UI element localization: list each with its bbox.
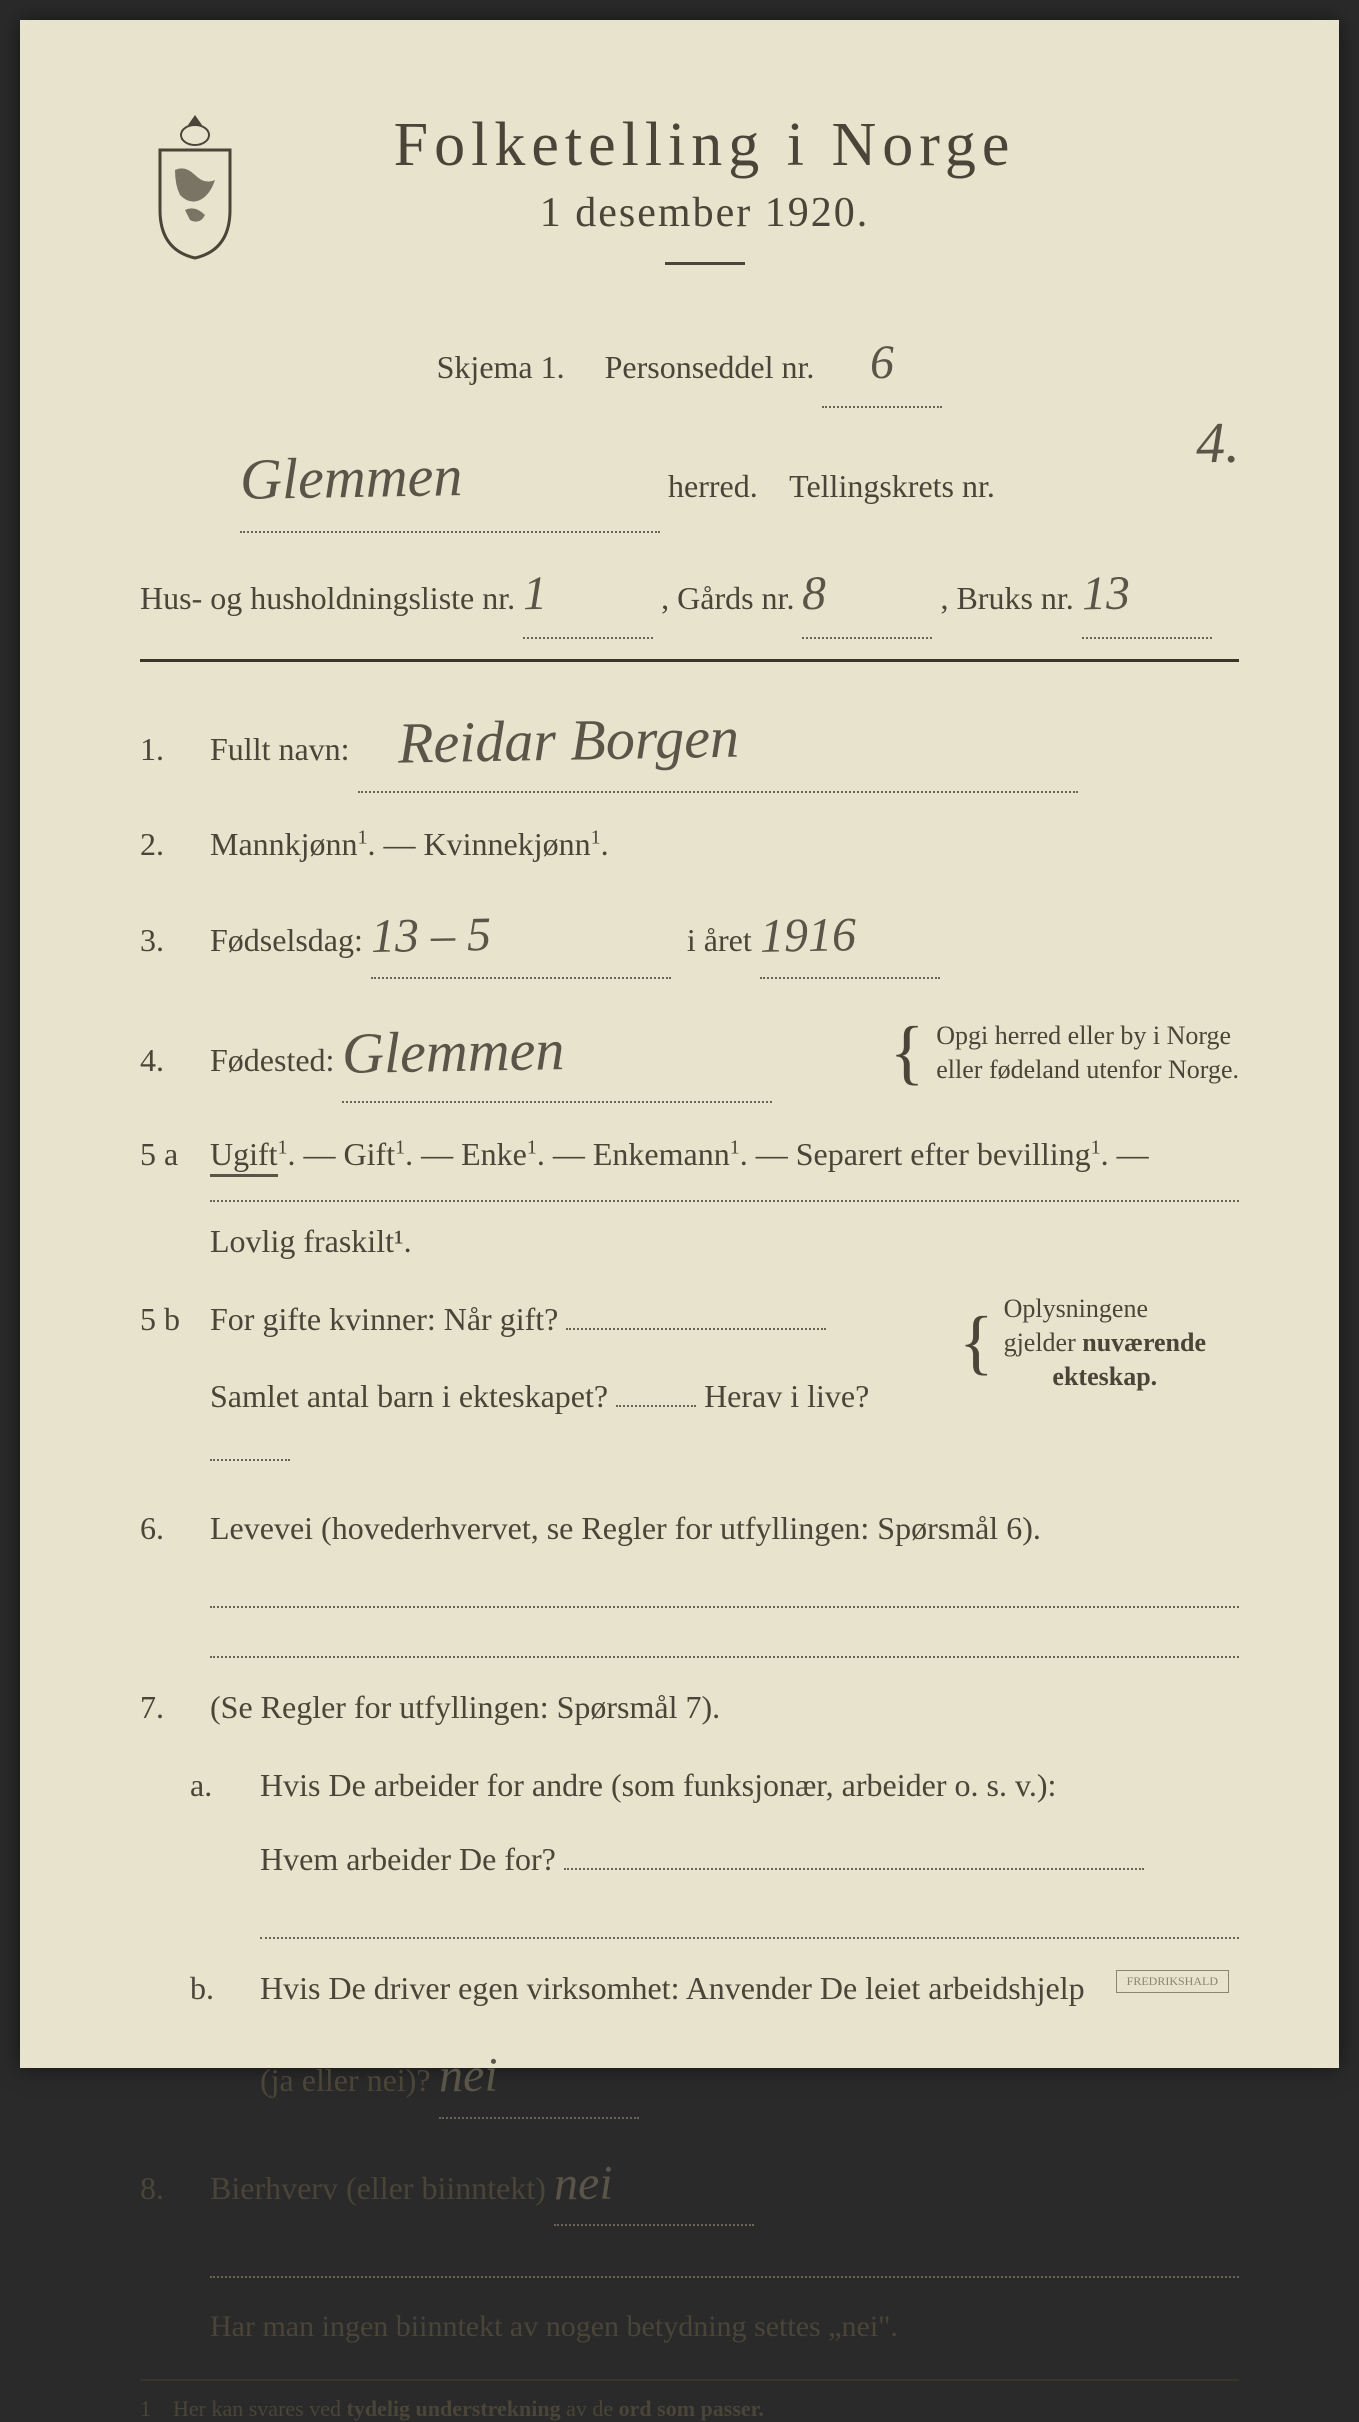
q3-day: 13 – 5 xyxy=(370,894,491,978)
q7-row: 7. (Se Regler for utfyllingen: Spørsmål … xyxy=(140,1680,1239,1734)
q1-label: Fullt navn: xyxy=(210,731,350,767)
hus-nr: 1 xyxy=(522,551,548,638)
hus-label: Hus- og husholdningsliste nr. xyxy=(140,580,515,616)
q7a-text2: Hvem arbeider De for? xyxy=(260,1841,556,1877)
q5b-note3: ekteskap. xyxy=(1052,1362,1157,1391)
q1-value: Reidar Borgen xyxy=(357,689,740,794)
q2-num: 2. xyxy=(140,817,210,871)
q7b-row: b. Hvis De driver egen virksomhet: Anven… xyxy=(140,1961,1239,2119)
q3-year-label: i året xyxy=(687,922,752,958)
q5b-note1: Oplysningene xyxy=(1004,1292,1206,1326)
q5b-line1: For gifte kvinner: Når gift? xyxy=(210,1301,558,1337)
q7a-blank xyxy=(260,1911,1239,1939)
q6-row: 6. Levevei (hovederhvervet, se Regler fo… xyxy=(140,1501,1239,1555)
q8-value: nei xyxy=(553,2142,613,2225)
q5b-line2b: Herav i live? xyxy=(704,1378,869,1414)
header: Folketelling i Norge 1 desember 1920. xyxy=(140,110,1239,300)
footnote: 1 Her kan svares ved tydelig understrekn… xyxy=(140,2396,1239,2422)
herred-label: herred. xyxy=(668,468,758,504)
q6-blank-2 xyxy=(210,1630,1239,1658)
q8-num: 8. xyxy=(140,2161,210,2215)
q1-num: 1. xyxy=(140,722,210,776)
main-title: Folketelling i Norge xyxy=(290,110,1119,181)
q7b-text1: Hvis De driver egen virksomhet: Anvender… xyxy=(260,1961,1239,2015)
q8-label: Bierhverv (eller biinntekt) xyxy=(210,2170,546,2206)
q5a-line2: Lovlig fraskilt¹. xyxy=(210,1200,1239,1268)
meta-row-3: Hus- og husholdningsliste nr. 1 , Gårds … xyxy=(140,551,1239,639)
coat-of-arms-icon xyxy=(140,110,250,260)
q7b-label: b. xyxy=(190,1961,260,2015)
q5b-note2: gjelder nuværende xyxy=(1004,1326,1206,1360)
divider-main xyxy=(140,659,1239,662)
q2-sup2: 1 xyxy=(591,826,601,848)
q4-note1: Opgi herred eller by i Norge xyxy=(936,1019,1239,1053)
subtitle-date: 1 desember 1920. xyxy=(290,189,1119,237)
q4-num: 4. xyxy=(140,1033,210,1087)
q1-row: 1. Fullt navn: Reidar Borgen xyxy=(140,692,1239,793)
bruks-nr: 13 xyxy=(1081,550,1131,637)
bruks-label: , Bruks nr. xyxy=(940,580,1073,616)
q7b-value: nei xyxy=(438,2035,498,2118)
title-block: Folketelling i Norge 1 desember 1920. xyxy=(290,110,1239,300)
brace-icon: { xyxy=(890,1024,925,1082)
q8-blank xyxy=(210,2250,1239,2278)
q2-sup1: 1 xyxy=(358,826,368,848)
q5a-num: 5 a xyxy=(140,1127,210,1181)
q4-note: { Opgi herred eller by i Norge eller fød… xyxy=(890,1019,1239,1087)
census-form-page: Folketelling i Norge 1 desember 1920. Sk… xyxy=(20,20,1339,2068)
q7a-label: a. xyxy=(190,1758,260,1812)
footnote-num: 1 xyxy=(140,2396,151,2421)
divider-footnote xyxy=(140,2379,1239,2381)
personseddel-label: Personseddel nr. xyxy=(605,349,815,385)
q7a-text1: Hvis De arbeider for andre (som funksjon… xyxy=(260,1758,1239,1812)
q2-dash: — xyxy=(384,826,424,862)
q7-num: 7. xyxy=(140,1680,210,1734)
tellingskrets-nr: 4. xyxy=(1195,391,1240,496)
q5b-line2a: Samlet antal barn i ekteskapet? xyxy=(210,1378,608,1414)
meta-row-1: Skjema 1. Personseddel nr. 6 xyxy=(140,320,1239,408)
q7b-text2: (ja eller nei)? xyxy=(260,2062,431,2098)
q6-label: Levevei (hovederhvervet, se Regler for u… xyxy=(210,1501,1239,1555)
gards-nr: 8 xyxy=(802,551,828,638)
q5b-row: 5 b For gifte kvinner: Når gift? Samlet … xyxy=(140,1292,1239,1477)
printer-stamp: FREDRIKSHALD xyxy=(1116,1970,1229,1993)
q7a-row: a. Hvis De arbeider for andre (som funks… xyxy=(140,1758,1239,1887)
q4-label: Fødested: xyxy=(210,1042,334,1078)
footnote-text: Her kan svares ved tydelig understreknin… xyxy=(173,2396,764,2421)
q5b-num: 5 b xyxy=(140,1292,210,1346)
q2-kvinne: Kvinnekjønn xyxy=(424,826,591,862)
q8-row: 8. Bierhverv (eller biinntekt) nei xyxy=(140,2143,1239,2227)
q4-note2: eller fødeland utenfor Norge. xyxy=(936,1053,1239,1087)
title-divider xyxy=(665,262,745,265)
q5b-note: { Oplysningene gjelder nuværende ekteska… xyxy=(959,1292,1239,1393)
personseddel-nr: 6 xyxy=(870,320,896,407)
herred-value: Glemmen xyxy=(239,424,463,532)
q5a-ugift: Ugift xyxy=(210,1136,278,1177)
footer-note: Har man ingen biinntekt av nogen betydni… xyxy=(210,2300,1239,2354)
q3-label: Fødselsdag: xyxy=(210,922,363,958)
q6-blank-1 xyxy=(210,1580,1239,1608)
tellingskrets-label: Tellingskrets nr. xyxy=(789,468,995,504)
meta-row-2: Glemmen herred. Tellingskrets nr. 4. xyxy=(140,426,1239,532)
q3-num: 3. xyxy=(140,913,210,967)
brace-icon-2: { xyxy=(959,1314,994,1372)
q2-row: 2. Mannkjønn1. — Kvinnekjønn1. xyxy=(140,817,1239,871)
gards-label: , Gårds nr. xyxy=(661,580,794,616)
q2-mann: Mannkjønn xyxy=(210,826,358,862)
q5a-row: 5 a Ugift1. — Gift1. — Enke1. — Enkemann… xyxy=(140,1127,1239,1268)
q4-row: 4. Fødested: Glemmen { Opgi herred eller… xyxy=(140,1003,1239,1104)
q4-value: Glemmen xyxy=(342,1001,566,1103)
q3-year: 1916 xyxy=(759,894,856,977)
q7-label: (Se Regler for utfyllingen: Spørsmål 7). xyxy=(210,1680,1239,1734)
q6-num: 6. xyxy=(140,1501,210,1555)
skjema-label: Skjema 1. xyxy=(437,349,565,385)
q3-row: 3. Fødselsdag: 13 – 5 i året 1916 xyxy=(140,895,1239,979)
